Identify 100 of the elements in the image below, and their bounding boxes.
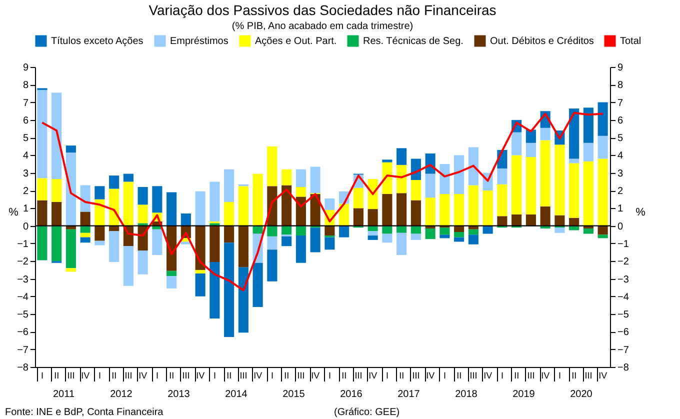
y-tick-label: −8	[17, 362, 29, 374]
legend-label: Total	[620, 36, 642, 47]
y-axis-title: %	[8, 206, 19, 218]
bar	[224, 242, 234, 337]
bar	[569, 108, 580, 159]
text: 2015	[282, 389, 306, 400]
bar	[382, 160, 392, 162]
x-tick-label: III	[470, 370, 478, 380]
bar	[252, 226, 263, 234]
bar	[569, 163, 580, 218]
text: 2019	[512, 389, 536, 400]
x-tick-label: III	[412, 370, 420, 380]
bar	[282, 226, 292, 235]
bar	[324, 198, 335, 210]
y2-tick-label: −8	[618, 362, 630, 374]
y-tick-label: −6	[17, 327, 29, 338]
bar	[37, 200, 48, 226]
bar	[353, 208, 364, 226]
legend-label: Ações e Out. Part.	[255, 36, 337, 47]
bar	[598, 158, 608, 226]
bar	[482, 226, 493, 234]
x-tick-label: II	[572, 370, 577, 380]
y2-tick-label: 9	[618, 62, 624, 74]
y2-tick-label: 8	[618, 80, 624, 92]
bar	[382, 226, 392, 234]
bar	[454, 155, 464, 194]
y2-tick-label: 7	[618, 98, 624, 109]
bar	[540, 140, 550, 206]
bar	[425, 228, 436, 240]
x-tick-label: I	[500, 370, 504, 380]
x-tick-label: III	[240, 370, 248, 380]
y2-tick-label: −1	[618, 238, 630, 250]
bar	[540, 128, 550, 140]
bar	[37, 178, 48, 200]
y2-tick-label: 2	[618, 186, 624, 198]
x-tick-label: IV	[598, 370, 608, 380]
bar	[454, 232, 464, 238]
bar	[224, 226, 234, 243]
y2-tick-label: −4	[618, 292, 630, 303]
source-note: Fonte: INE e BdP, Conta Financeira	[5, 407, 164, 418]
text: 2013	[168, 389, 190, 400]
bar	[482, 190, 493, 226]
y2-tick-label: 6	[618, 115, 624, 126]
y2-tick-label: 0	[618, 221, 624, 232]
y2-tick-label: 5	[618, 133, 624, 144]
bar	[80, 232, 90, 238]
y-tick-label: −4	[17, 292, 29, 303]
bar	[368, 209, 378, 226]
bar	[310, 166, 320, 194]
legend-label: Empréstimos	[170, 36, 228, 47]
legend-label: Res. Técnicas de Seg.	[363, 36, 464, 47]
bar	[382, 162, 392, 194]
text: 2018	[455, 389, 478, 400]
bar	[296, 236, 306, 263]
x-tick-label: II	[456, 370, 462, 380]
bar	[138, 187, 148, 205]
text: 2017	[398, 389, 420, 400]
bar	[526, 214, 536, 226]
bar	[497, 184, 508, 216]
bar	[37, 226, 48, 260]
text: 2020	[570, 389, 593, 400]
x-tick-label: IV	[541, 370, 550, 380]
bar	[282, 169, 292, 186]
x-tick-label: III	[354, 370, 362, 380]
y-tick-label: 9	[22, 62, 29, 74]
y-tick-label: 2	[22, 186, 29, 198]
y2-tick-label: −5	[618, 310, 630, 321]
bar	[52, 202, 62, 226]
x-tick-label: IV	[311, 370, 320, 380]
y-tick-label: 5	[22, 133, 29, 144]
y-tick-label: 1	[22, 204, 29, 215]
bar	[109, 231, 120, 262]
bar	[52, 92, 62, 180]
x-tick-label: I	[270, 370, 274, 380]
bar	[282, 236, 292, 246]
bar	[396, 164, 407, 194]
bar	[195, 273, 206, 296]
bar	[80, 212, 90, 226]
bar	[152, 186, 162, 213]
bar	[468, 229, 478, 235]
bar	[109, 176, 120, 189]
x-tick-label: I	[328, 370, 331, 380]
bar	[583, 108, 594, 143]
text: 2016	[340, 389, 363, 400]
y2-tick-label: 1	[618, 204, 624, 215]
bar	[396, 148, 407, 165]
bar	[166, 192, 177, 226]
bar	[296, 226, 306, 236]
bar	[526, 130, 536, 143]
x-tick-label: IV	[368, 370, 378, 380]
bar	[267, 250, 278, 282]
bar	[598, 226, 608, 235]
bar	[238, 226, 248, 268]
bar	[324, 237, 335, 250]
bar	[440, 194, 450, 226]
bar	[339, 226, 350, 238]
bar	[554, 228, 565, 233]
bar	[512, 214, 522, 226]
y-tick-label: 3	[22, 168, 29, 180]
bar	[353, 188, 364, 208]
